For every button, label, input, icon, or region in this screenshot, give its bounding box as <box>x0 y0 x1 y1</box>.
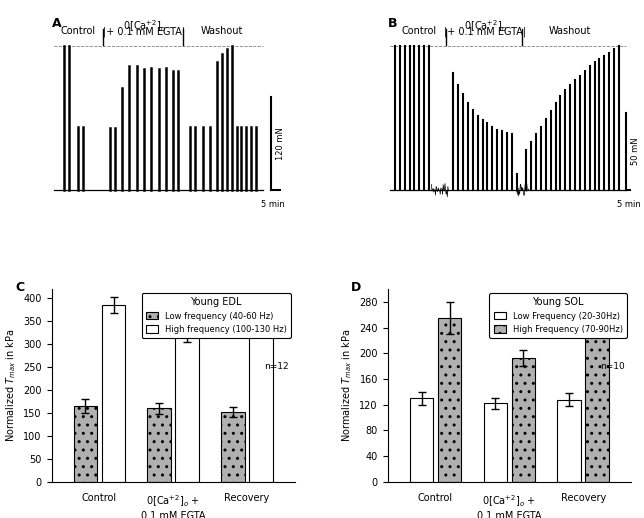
Text: 0[Ca$^{+2}$]$_o$ +
0.1 mM EGTA: 0[Ca$^{+2}$]$_o$ + 0.1 mM EGTA <box>141 493 205 518</box>
Text: 0[Ca$^{+2}$]$_o$ +
0.1 mM EGTA: 0[Ca$^{+2}$]$_o$ + 0.1 mM EGTA <box>477 493 542 518</box>
Bar <box>557 399 581 482</box>
Text: A: A <box>52 17 61 30</box>
Text: *: * <box>184 308 191 323</box>
Text: Washout: Washout <box>201 26 243 36</box>
Bar <box>585 320 609 482</box>
Bar <box>438 318 461 482</box>
Text: Control: Control <box>402 26 437 36</box>
Text: Recovery: Recovery <box>560 493 606 503</box>
Legend: Low frequency (40-60 Hz), High frequency (100-130 Hz): Low frequency (40-60 Hz), High frequency… <box>142 293 291 338</box>
Text: Washout: Washout <box>549 26 591 36</box>
Legend: Low Frequency (20-30Hz), High Frequency (70-90Hz): Low Frequency (20-30Hz), High Frequency … <box>489 293 627 338</box>
Bar <box>176 335 199 482</box>
Bar <box>102 305 126 482</box>
Bar <box>73 406 97 482</box>
Text: C: C <box>15 281 24 294</box>
Bar <box>410 398 433 482</box>
Text: Control: Control <box>61 26 96 36</box>
Text: 120 mN: 120 mN <box>276 127 285 160</box>
Bar <box>511 358 535 482</box>
Text: 5 min: 5 min <box>261 200 285 209</box>
Text: Control: Control <box>82 493 117 503</box>
Text: 50 mN: 50 mN <box>631 137 640 165</box>
Bar <box>484 404 507 482</box>
Text: 0[Ca$^{+2}$]$_o$: 0[Ca$^{+2}$]$_o$ <box>464 19 506 34</box>
Text: Recovery: Recovery <box>225 493 270 503</box>
Y-axis label: Normalized $T_{max}$ in kPa: Normalized $T_{max}$ in kPa <box>4 329 17 442</box>
Text: |+ 0.1 mM EGTA|: |+ 0.1 mM EGTA| <box>103 26 185 37</box>
Text: B: B <box>388 17 397 30</box>
Text: *: * <box>520 330 527 346</box>
Bar <box>147 408 171 482</box>
Text: 5 min: 5 min <box>617 200 641 209</box>
Text: 0[Ca$^{+2}$]$_o$: 0[Ca$^{+2}$]$_o$ <box>122 19 166 34</box>
Text: n=12: n=12 <box>264 362 289 371</box>
Bar <box>249 308 273 482</box>
Text: |+ 0.1 mM EGTA|: |+ 0.1 mM EGTA| <box>444 26 526 37</box>
Text: Control: Control <box>418 493 453 503</box>
Y-axis label: Normalized $T_{max}$ in kPa: Normalized $T_{max}$ in kPa <box>340 329 354 442</box>
Text: D: D <box>351 281 361 294</box>
Bar <box>222 412 245 482</box>
Text: n=10: n=10 <box>600 362 625 371</box>
